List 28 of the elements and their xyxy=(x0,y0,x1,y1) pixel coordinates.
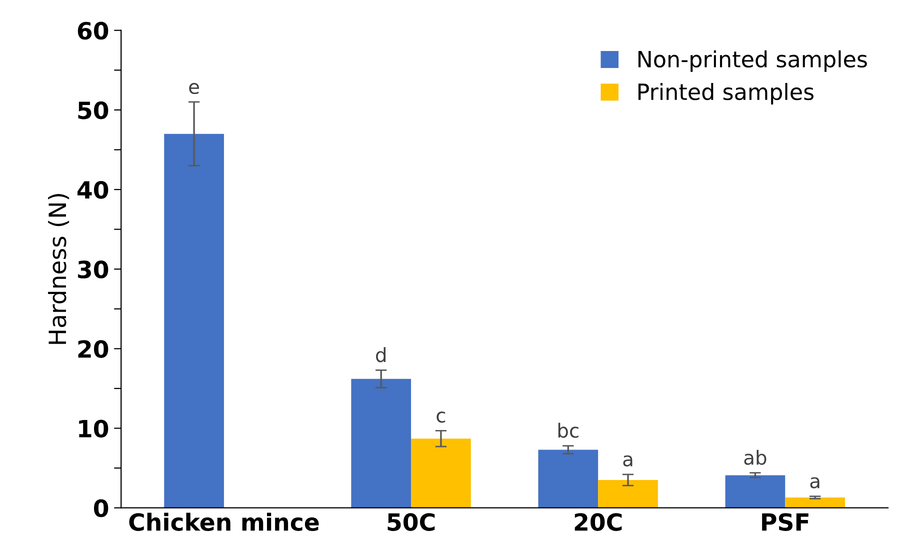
x-tick-label: 50C xyxy=(388,513,435,531)
y-tick-label: 60 xyxy=(78,22,108,40)
y-axis-title: Hardness (N) xyxy=(48,194,70,344)
annotation: e xyxy=(189,82,199,94)
x-tick-label: PSF xyxy=(762,513,808,531)
y-tick-label: 50 xyxy=(78,101,108,120)
annotation: bc xyxy=(558,422,578,438)
y-tick-label: 20 xyxy=(78,340,108,358)
y-tick-label: 30 xyxy=(78,260,108,278)
x-tick-label: 20C xyxy=(574,513,622,531)
bar xyxy=(538,450,598,508)
annotation: a xyxy=(623,455,632,466)
y-tick-label: 40 xyxy=(77,180,108,199)
legend-label: Printed samples xyxy=(638,82,814,104)
annotation: ab xyxy=(744,450,766,465)
legend-label: Non-printed samples xyxy=(638,50,867,72)
annotation: c xyxy=(436,412,446,423)
y-tick-label: 0 xyxy=(94,499,108,518)
bar xyxy=(725,475,786,508)
bar xyxy=(598,480,658,508)
bar xyxy=(351,378,412,508)
y-tick-label: 10 xyxy=(79,420,108,438)
bar xyxy=(785,497,846,508)
bar xyxy=(411,438,471,508)
x-tick-label: Chicken mince xyxy=(129,512,319,531)
bar xyxy=(164,134,224,508)
annotation: d xyxy=(376,347,386,362)
annotation: a xyxy=(810,477,820,488)
